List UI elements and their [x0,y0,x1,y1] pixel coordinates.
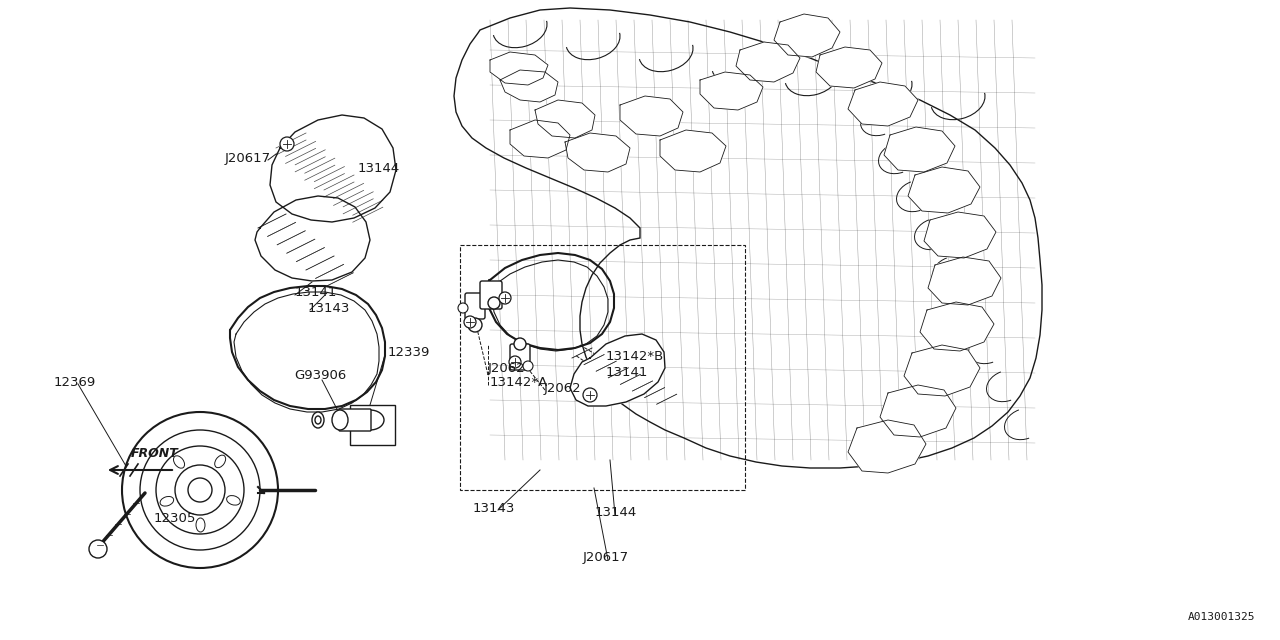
Polygon shape [509,120,570,158]
Ellipse shape [196,518,205,532]
Polygon shape [881,385,956,437]
Text: J2062: J2062 [544,381,581,394]
Polygon shape [884,127,955,172]
Circle shape [458,303,468,313]
Polygon shape [564,133,630,172]
Text: J20617: J20617 [582,552,628,564]
Text: 13144: 13144 [595,506,637,518]
Text: A013001325: A013001325 [1188,612,1254,622]
Text: 13143: 13143 [472,502,515,515]
Circle shape [515,338,526,350]
Polygon shape [849,82,918,126]
Polygon shape [255,196,370,281]
Polygon shape [774,14,840,57]
Polygon shape [817,47,882,88]
Text: J20617: J20617 [225,152,271,164]
Polygon shape [849,420,925,473]
FancyBboxPatch shape [465,293,485,319]
Text: 12305: 12305 [154,511,196,525]
Text: FRONT: FRONT [131,447,179,460]
Circle shape [524,361,532,371]
Polygon shape [908,167,980,213]
Ellipse shape [215,455,225,468]
Polygon shape [535,100,595,138]
Text: G93906: G93906 [294,369,346,381]
Text: 13141: 13141 [294,285,338,298]
Polygon shape [700,72,763,110]
Ellipse shape [332,410,348,430]
FancyBboxPatch shape [339,409,371,431]
Ellipse shape [356,410,384,430]
Circle shape [465,316,476,328]
Polygon shape [920,302,995,351]
Circle shape [175,465,225,515]
Ellipse shape [312,412,324,428]
Polygon shape [928,257,1001,305]
Circle shape [468,318,483,332]
Polygon shape [660,130,726,172]
Text: 13144: 13144 [358,161,401,175]
Circle shape [122,412,278,568]
Polygon shape [924,212,996,258]
Circle shape [509,356,521,368]
Ellipse shape [227,495,241,505]
Ellipse shape [315,416,321,424]
Polygon shape [490,52,548,85]
Polygon shape [904,345,980,396]
Text: 12369: 12369 [54,376,96,388]
Polygon shape [620,96,684,136]
Circle shape [90,540,108,558]
Text: J2062: J2062 [488,362,526,374]
Ellipse shape [174,456,184,468]
Polygon shape [454,8,1042,468]
Ellipse shape [160,497,174,506]
FancyBboxPatch shape [509,344,530,370]
Circle shape [582,388,596,402]
Circle shape [280,137,294,151]
Circle shape [499,292,511,304]
Polygon shape [270,115,396,222]
Circle shape [488,297,500,309]
Polygon shape [736,42,800,82]
Text: 13141: 13141 [605,365,649,378]
Text: 13142*A: 13142*A [490,376,548,388]
Text: 13142*B: 13142*B [605,349,664,362]
Polygon shape [570,334,666,406]
Circle shape [188,478,212,502]
FancyBboxPatch shape [480,281,502,309]
Polygon shape [500,70,558,102]
Text: 13143: 13143 [308,301,351,314]
Text: 12339: 12339 [388,346,430,358]
